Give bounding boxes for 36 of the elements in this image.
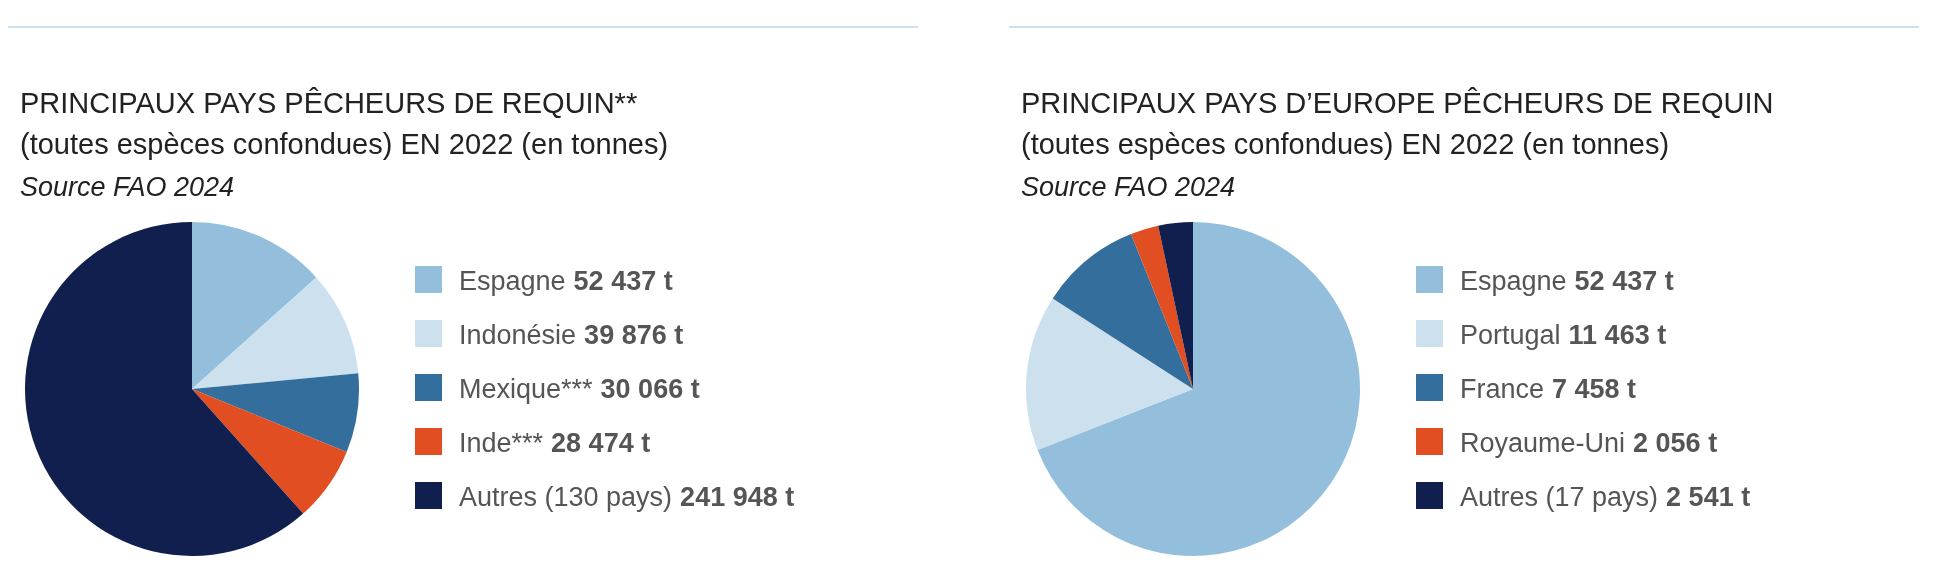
pie-slice — [192, 373, 359, 452]
data-label: 30 066 t — [600, 374, 700, 404]
pie-slice — [1131, 225, 1193, 389]
pie-slice — [1026, 298, 1193, 451]
data-label: 241 948 t — [680, 482, 795, 512]
chart-title: PRINCIPAUX PAYS PÊCHEURS DE REQUIN** — [20, 87, 638, 119]
legend-label: Mexique*** — [459, 374, 593, 404]
pie-slice — [192, 277, 359, 389]
pie-slice — [192, 389, 347, 514]
pie-slice — [1158, 222, 1193, 389]
legend-label: Inde*** — [459, 428, 544, 458]
pie-slice — [192, 222, 317, 389]
legend-label: Indonésie — [459, 320, 577, 350]
chart-title: PRINCIPAUX PAYS D’EUROPE PÊCHEURS DE REQUIN — [1021, 87, 1774, 119]
data-label: 52 437 t — [1574, 266, 1674, 296]
legend-label: Espagne — [459, 266, 566, 296]
legend-label: France — [1460, 374, 1545, 404]
legend-label: Royaume-Uni — [1460, 428, 1626, 458]
legend-label: Portugal — [1460, 320, 1561, 350]
chart-subtitle: (toutes espèces confondues) EN 2022 (en tonnes) — [20, 128, 669, 160]
pie-slice — [25, 222, 304, 556]
legend-label: Espagne — [1460, 266, 1567, 296]
data-label: 7 458 t — [1552, 374, 1637, 404]
data-label: 39 876 t — [584, 320, 684, 350]
legend-label: Autres (17 pays) — [1460, 482, 1659, 512]
pie-slice — [1037, 222, 1360, 556]
source-note: Source FAO 2024 — [20, 172, 235, 202]
data-label: 28 474 t — [551, 428, 651, 458]
data-label: 2 541 t — [1666, 482, 1751, 512]
data-label: 11 463 t — [1568, 320, 1667, 350]
chart-subtitle: (toutes espèces confondues) EN 2022 (en tonnes) — [1021, 128, 1670, 160]
data-label: 52 437 t — [573, 266, 673, 296]
pie-slice — [1052, 233, 1193, 389]
data-label: 2 056 t — [1633, 428, 1718, 458]
legend-label: Autres (130 pays) — [459, 482, 673, 512]
source-note: Source FAO 2024 — [1021, 172, 1236, 202]
